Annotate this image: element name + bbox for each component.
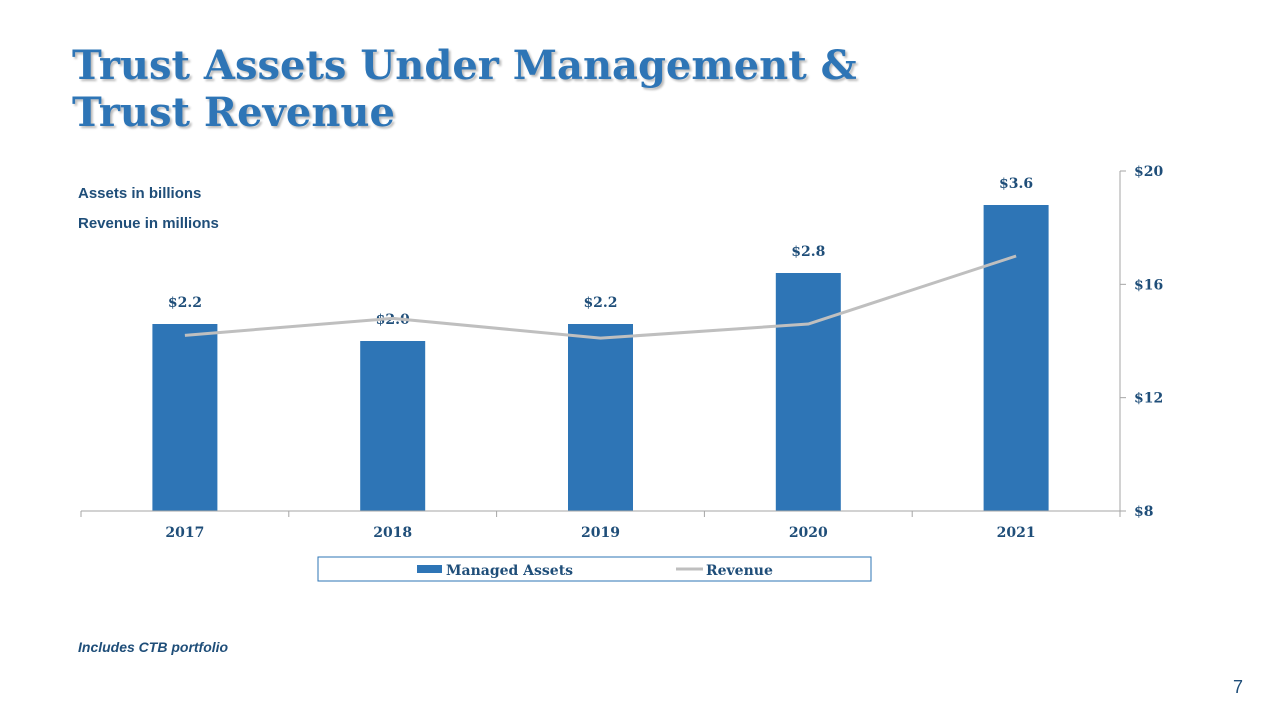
x-tick-label-2018: 2018 — [373, 525, 412, 541]
legend-swatch-managed-assets — [417, 565, 442, 573]
legend-label-managed-assets: Managed Assets — [446, 563, 573, 579]
data-label-2021: $3.6 — [999, 176, 1033, 192]
page-number: 7 — [1233, 677, 1244, 697]
legend-box — [317, 556, 872, 582]
y2-tick-label: $16 — [1134, 277, 1163, 293]
y2-tick-label: $8 — [1134, 504, 1153, 520]
x-tick-label-2021: 2021 — [997, 525, 1036, 541]
x-tick-label-2020: 2020 — [789, 525, 828, 541]
data-label-2017: $2.2 — [168, 295, 202, 311]
bar-managed-assets-2019 — [568, 324, 633, 511]
slide-title-line-1: Trust Assets Under Management & — [72, 42, 857, 89]
assets-unit-note: Assets in billions — [78, 185, 202, 202]
data-label-2018: $2.0 — [376, 312, 410, 328]
bar-managed-assets-2020 — [775, 273, 841, 511]
slide-title-line-2: Trust Revenue — [72, 89, 395, 136]
legend-label-revenue: Revenue — [706, 563, 773, 579]
bar-managed-assets-2018 — [360, 341, 426, 511]
bar-managed-assets-2021 — [983, 205, 1049, 511]
x-tick-label-2017: 2017 — [165, 525, 204, 541]
revenue-unit-note: Revenue in millions — [78, 215, 219, 232]
y2-tick-label: $20 — [1134, 164, 1163, 180]
y2-tick-label: $12 — [1134, 391, 1163, 407]
x-tick-label-2019: 2019 — [581, 525, 620, 541]
slide-title: Trust Assets Under Management & Trust Re… — [72, 42, 857, 136]
line-revenue — [184, 254, 1017, 340]
data-label-2019: $2.2 — [583, 295, 617, 311]
footnote: Includes CTB portfolio — [78, 639, 229, 655]
bar-managed-assets-2017 — [152, 324, 218, 511]
data-label-2020: $2.8 — [791, 244, 825, 260]
